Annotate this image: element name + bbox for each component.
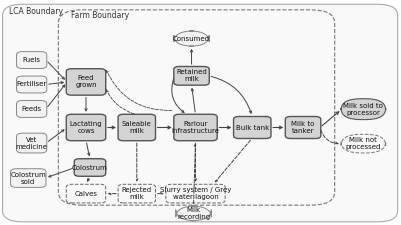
Text: Milk not
processed: Milk not processed	[346, 137, 381, 150]
Text: Feed
grown: Feed grown	[75, 75, 97, 88]
Text: Feeds: Feeds	[22, 106, 42, 112]
FancyBboxPatch shape	[166, 184, 225, 203]
FancyBboxPatch shape	[16, 133, 47, 153]
FancyBboxPatch shape	[66, 69, 106, 95]
Text: Retained
milk: Retained milk	[176, 69, 207, 82]
Text: Milk
recording: Milk recording	[177, 207, 210, 220]
Text: LCA Boundary: LCA Boundary	[9, 7, 63, 16]
Text: Parlour
Infrastructure: Parlour Infrastructure	[172, 121, 219, 134]
FancyBboxPatch shape	[341, 99, 386, 120]
FancyBboxPatch shape	[118, 114, 156, 141]
Text: Milk sold to
processor: Milk sold to processor	[343, 103, 383, 116]
Text: Farm Boundary: Farm Boundary	[71, 11, 129, 20]
Text: Fuels: Fuels	[22, 57, 41, 63]
Text: Fertiliser: Fertiliser	[16, 81, 47, 88]
Text: Vet
medicine: Vet medicine	[16, 137, 48, 150]
Text: Slurry system / Grey
water lagoon: Slurry system / Grey water lagoon	[160, 187, 231, 200]
FancyBboxPatch shape	[341, 134, 386, 153]
Text: Consumed: Consumed	[173, 36, 210, 42]
Text: Calves: Calves	[75, 191, 97, 197]
Text: Colostrum: Colostrum	[72, 164, 108, 171]
FancyBboxPatch shape	[174, 31, 209, 46]
FancyBboxPatch shape	[174, 67, 209, 85]
Text: Saleable
milk: Saleable milk	[122, 121, 152, 134]
FancyBboxPatch shape	[66, 184, 106, 203]
FancyBboxPatch shape	[174, 114, 217, 141]
Text: Milk to
tanker: Milk to tanker	[292, 121, 315, 134]
FancyBboxPatch shape	[16, 76, 47, 93]
FancyBboxPatch shape	[10, 169, 46, 187]
FancyBboxPatch shape	[286, 117, 321, 139]
FancyBboxPatch shape	[2, 4, 398, 222]
FancyBboxPatch shape	[16, 52, 47, 68]
Text: Rejected
milk: Rejected milk	[122, 187, 152, 200]
Text: Lactating
cows: Lactating cows	[70, 121, 102, 134]
Text: Colostrum
sold: Colostrum sold	[10, 171, 46, 184]
Text: Bulk tank: Bulk tank	[236, 124, 269, 130]
FancyBboxPatch shape	[16, 101, 47, 117]
FancyBboxPatch shape	[176, 206, 211, 221]
FancyBboxPatch shape	[66, 114, 106, 141]
FancyBboxPatch shape	[118, 184, 156, 203]
FancyBboxPatch shape	[233, 117, 271, 139]
FancyBboxPatch shape	[74, 159, 106, 176]
